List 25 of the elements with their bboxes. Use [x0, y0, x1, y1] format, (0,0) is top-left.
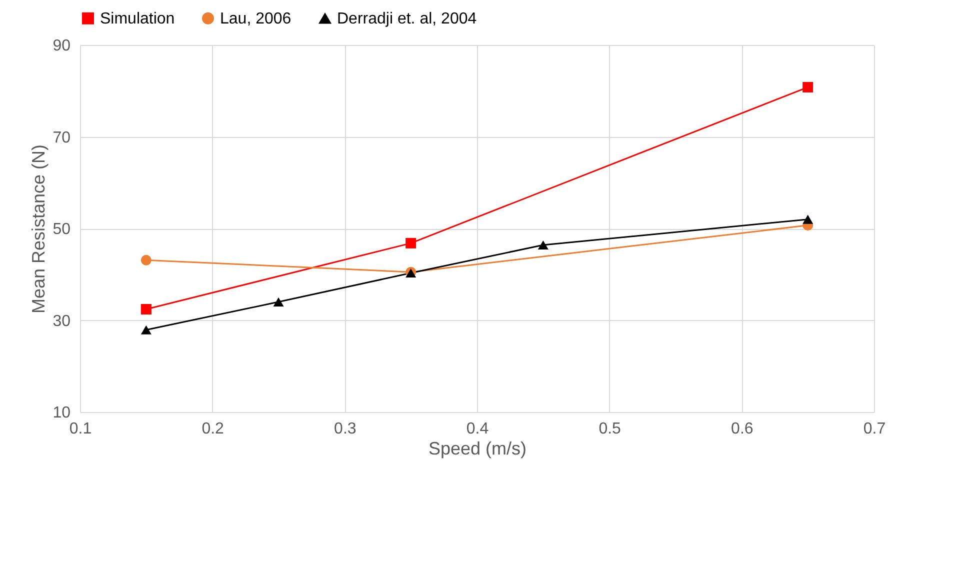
point — [140, 254, 152, 266]
y-tick-label: 10 — [52, 404, 71, 422]
x-tick-label: 0.7 — [863, 420, 886, 438]
legend-label: Simulation — [100, 10, 175, 28]
point — [538, 240, 548, 250]
y-tick-label: 30 — [52, 312, 71, 330]
point — [802, 214, 814, 224]
x-axis-title: Speed (m/s) — [428, 438, 527, 458]
y-tick-label: 90 — [52, 38, 71, 54]
x-tick-label: 0.1 — [69, 420, 92, 438]
x-tick-label: 0.4 — [466, 420, 489, 438]
x-tick-label: 0.6 — [731, 420, 754, 438]
point — [140, 304, 152, 314]
point — [406, 238, 416, 248]
point — [140, 325, 152, 334]
y-tick-label: 70 — [52, 129, 71, 146]
y-tick-label: 50 — [52, 221, 71, 238]
x-tick-label: 0.5 — [598, 420, 622, 438]
x-tick-label: 0.3 — [334, 420, 356, 438]
legend-label: Derradji et. al, 2004 — [337, 10, 477, 28]
point — [273, 297, 284, 306]
x-tick-label: 0.2 — [202, 420, 224, 438]
point — [802, 82, 814, 92]
legend-label: Lau, 2006 — [220, 10, 292, 28]
y-axis-title: Mean Resistance (N) — [28, 144, 49, 314]
